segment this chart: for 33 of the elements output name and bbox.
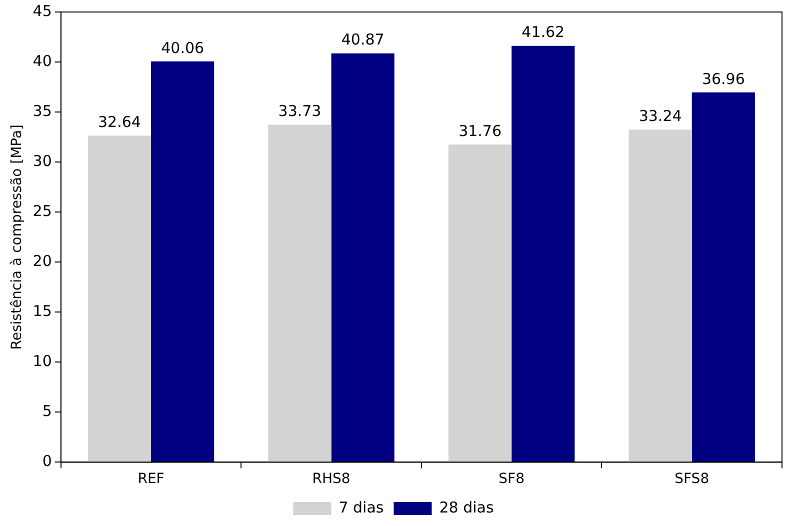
y-tick-label: 20 bbox=[32, 252, 52, 270]
y-tick-label: 10 bbox=[32, 352, 52, 370]
x-tick-label: SFS8 bbox=[674, 471, 710, 488]
legend-label: 28 dias bbox=[439, 498, 494, 516]
bar bbox=[692, 92, 755, 462]
bar bbox=[268, 124, 332, 462]
y-tick-label: 15 bbox=[32, 302, 52, 320]
data-label: 41.62 bbox=[522, 23, 565, 42]
data-label: 36.96 bbox=[702, 70, 745, 88]
bar bbox=[628, 130, 692, 462]
bar bbox=[88, 136, 152, 462]
bar bbox=[448, 144, 512, 462]
bar bbox=[331, 53, 394, 462]
x-tick-label: RHS8 bbox=[312, 471, 350, 488]
x-tick-label: REF bbox=[138, 471, 164, 488]
y-tick-label: 45 bbox=[32, 2, 52, 20]
data-label: 33.24 bbox=[638, 107, 682, 126]
data-label: 32.64 bbox=[98, 113, 141, 132]
data-label: 31.76 bbox=[458, 122, 502, 140]
y-tick-label: 35 bbox=[32, 102, 52, 120]
y-axis-title: Resistência à compressão [MPa] bbox=[9, 124, 26, 350]
x-tick-label: SF8 bbox=[498, 471, 525, 488]
legend-label: 7 dias bbox=[338, 498, 384, 516]
data-label: 33.73 bbox=[278, 102, 322, 120]
bar bbox=[512, 46, 575, 462]
y-tick-label: 0 bbox=[42, 452, 52, 470]
y-tick-label: 5 bbox=[42, 402, 52, 420]
y-tick-label: 30 bbox=[32, 152, 52, 170]
bar bbox=[151, 61, 214, 462]
y-tick-label: 25 bbox=[32, 202, 52, 220]
data-label: 40.87 bbox=[341, 30, 384, 49]
data-label: 40.06 bbox=[161, 38, 204, 57]
y-tick-label: 40 bbox=[32, 52, 52, 70]
